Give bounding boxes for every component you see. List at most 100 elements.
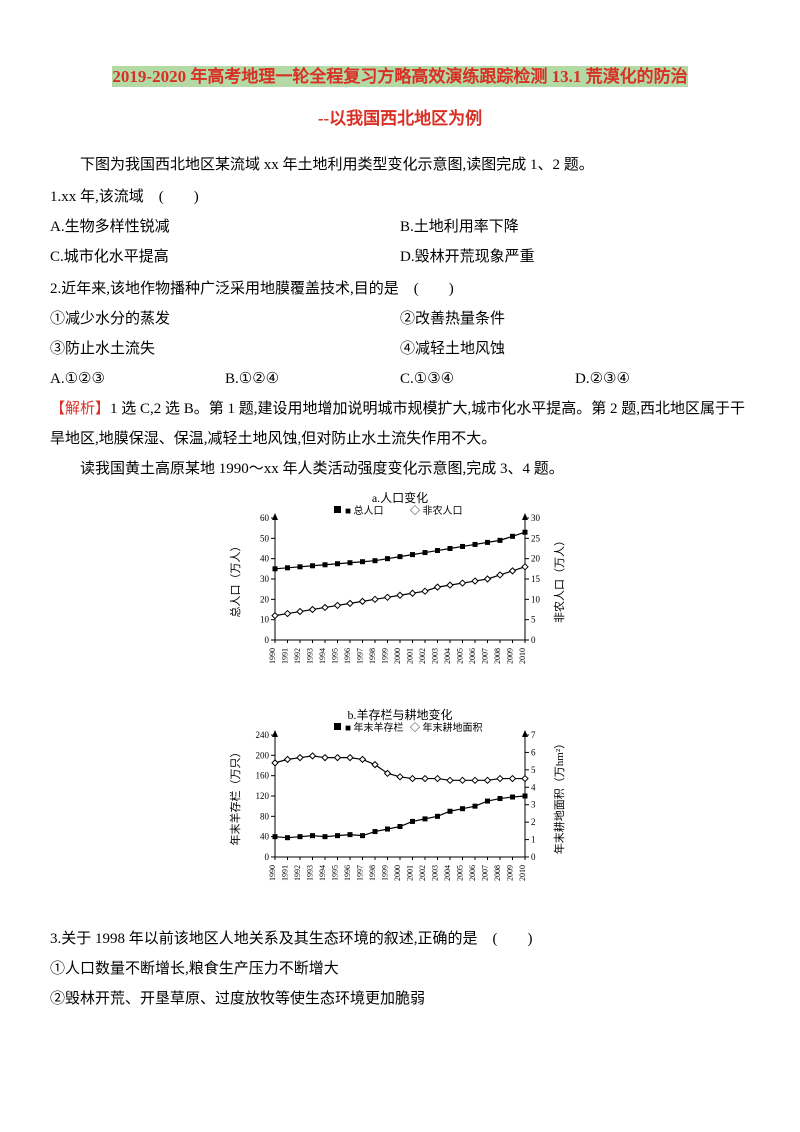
svg-text:2006: 2006 — [468, 648, 477, 664]
svg-text:1999: 1999 — [381, 865, 390, 881]
q2-subopt-4: ④减轻土地风蚀 — [400, 334, 750, 364]
svg-text:1993: 1993 — [306, 865, 315, 881]
svg-text:2000: 2000 — [393, 865, 402, 881]
svg-text:60: 60 — [260, 513, 270, 523]
svg-text:■ 总人口: ■ 总人口 — [345, 504, 384, 517]
svg-text:2010: 2010 — [518, 648, 527, 664]
svg-text:1994: 1994 — [318, 865, 327, 881]
svg-text:1997: 1997 — [356, 648, 365, 664]
svg-text:1998: 1998 — [368, 865, 377, 881]
svg-text:2009: 2009 — [506, 865, 515, 881]
svg-text:25: 25 — [531, 533, 541, 543]
svg-text:10: 10 — [531, 594, 541, 604]
svg-text:20: 20 — [531, 554, 541, 564]
chart-a-population: a.人口变化■ 总人口 ◇ 非农人口 0 10 20 30 40 50 60 0 5 10 15 20 25… — [225, 490, 575, 690]
svg-text:240: 240 — [256, 730, 270, 740]
q1-option-c: C.城市化水平提高 — [50, 242, 400, 272]
q1-option-b: B.土地利用率下降 — [400, 212, 750, 242]
svg-text:6: 6 — [531, 747, 536, 757]
svg-text:4: 4 — [531, 782, 536, 792]
svg-text:1: 1 — [531, 835, 536, 845]
svg-text:1991: 1991 — [281, 865, 290, 881]
svg-text:2007: 2007 — [481, 648, 490, 664]
svg-text:30: 30 — [260, 574, 270, 584]
svg-text:15: 15 — [531, 574, 541, 584]
svg-text:20: 20 — [260, 594, 270, 604]
svg-text:7: 7 — [531, 730, 536, 740]
svg-text:50: 50 — [260, 533, 270, 543]
svg-text:120: 120 — [256, 791, 270, 801]
svg-text:0: 0 — [265, 635, 270, 645]
question-2-stem: 2.近年来,该地作物播种广泛采用地膜覆盖技术,目的是 ( ) — [50, 274, 750, 304]
chart-b-sheep-land: b.羊存栏与耕地变化■ 年末羊存栏◇ 年末耕地面积040801201602002… — [225, 707, 575, 907]
analysis-1-text: 1 选 C,2 选 B。第 1 题,建设用地增加说明城市规模扩大,城市化水平提高… — [50, 401, 745, 447]
svg-text:10: 10 — [260, 615, 270, 625]
question-2-options: A.①②③ B.①②④ C.①③④ D.②③④ — [50, 364, 750, 394]
svg-text:2008: 2008 — [493, 648, 502, 664]
q2-option-c: C.①③④ — [400, 364, 575, 394]
svg-text:2005: 2005 — [456, 865, 465, 881]
svg-text:0: 0 — [531, 852, 536, 862]
svg-text:2: 2 — [531, 817, 536, 827]
svg-text:1990: 1990 — [268, 648, 277, 664]
question-1-options-row2: C.城市化水平提高 D.毁林开荒现象严重 — [50, 242, 750, 272]
svg-text:b.羊存栏与耕地变化: b.羊存栏与耕地变化 — [347, 707, 452, 722]
q3-subopt-1: ①人口数量不断增长,粮食生产压力不断增大 — [50, 954, 750, 984]
svg-text:1994: 1994 — [318, 648, 327, 664]
intro-text-1: 下图为我国西北地区某流域 xx 年土地利用类型变化示意图,读图完成 1、2 题。 — [50, 150, 750, 180]
svg-text:■ 年末羊存栏: ■ 年末羊存栏 — [345, 721, 404, 734]
chart-a-container: a.人口变化■ 总人口 ◇ 非农人口 0 10 20 30 40 50 60 0 5 10 15 20 25… — [50, 490, 750, 701]
svg-text:5: 5 — [531, 615, 536, 625]
svg-text:2007: 2007 — [481, 865, 490, 881]
analysis-1: 【解析】1 选 C,2 选 B。第 1 题,建设用地增加说明城市规模扩大,城市化… — [50, 394, 750, 454]
question-1-stem: 1.xx 年,该流域 ( ) — [50, 182, 750, 212]
svg-text:1998: 1998 — [368, 648, 377, 664]
svg-text:1997: 1997 — [356, 865, 365, 881]
svg-text:1995: 1995 — [331, 865, 340, 881]
q2-option-b: B.①②④ — [225, 364, 400, 394]
svg-text:年末羊存栏（万只）: 年末羊存栏（万只） — [228, 747, 242, 846]
q1-option-d: D.毁林开荒现象严重 — [400, 242, 750, 272]
svg-text:◇ 非农人口: ◇ 非农人口 — [410, 504, 463, 517]
doc-title-line1: 2019-2020 年高考地理一轮全程复习方略高效演练跟踪检测 13.1 荒漠化… — [50, 60, 750, 94]
question-2-subopts-row2: ③防止水土流失 ④减轻土地风蚀 — [50, 334, 750, 364]
svg-text:2002: 2002 — [418, 865, 427, 881]
svg-text:年末耕地面积（万hm²）: 年末耕地面积（万hm²） — [552, 738, 566, 854]
q2-subopt-2: ②改善热量条件 — [400, 304, 750, 334]
svg-text:2000: 2000 — [393, 648, 402, 664]
svg-text:2008: 2008 — [493, 865, 502, 881]
question-1-options-row1: A.生物多样性锐减 B.土地利用率下降 — [50, 212, 750, 242]
svg-text:1992: 1992 — [293, 648, 302, 664]
svg-text:40: 40 — [260, 554, 270, 564]
svg-text:1996: 1996 — [343, 648, 352, 664]
svg-text:0: 0 — [265, 852, 270, 862]
doc-title-line2: --以我国西北地区为例 — [50, 102, 750, 136]
q2-subopt-1: ①减少水分的蒸发 — [50, 304, 400, 334]
svg-text:40: 40 — [260, 832, 270, 842]
svg-text:2003: 2003 — [431, 648, 440, 664]
chart-b-container: b.羊存栏与耕地变化■ 年末羊存栏◇ 年末耕地面积040801201602002… — [50, 707, 750, 918]
svg-text:2005: 2005 — [456, 648, 465, 664]
svg-text:1990: 1990 — [268, 865, 277, 881]
svg-text:2009: 2009 — [506, 648, 515, 664]
svg-text:a.人口变化: a.人口变化 — [372, 490, 428, 505]
svg-text:3: 3 — [531, 800, 536, 810]
svg-text:2001: 2001 — [406, 648, 415, 664]
svg-text:2002: 2002 — [418, 648, 427, 664]
q2-option-a: A.①②③ — [50, 364, 225, 394]
svg-text:160: 160 — [256, 771, 270, 781]
analysis-label: 【解析】 — [50, 401, 110, 417]
svg-text:1995: 1995 — [331, 648, 340, 664]
q1-option-a: A.生物多样性锐减 — [50, 212, 400, 242]
svg-text:2001: 2001 — [406, 865, 415, 881]
svg-text:0: 0 — [531, 635, 536, 645]
svg-text:2010: 2010 — [518, 865, 527, 881]
svg-text:200: 200 — [256, 750, 270, 760]
q2-option-d: D.②③④ — [575, 364, 750, 394]
q3-subopt-2: ②毁林开荒、开垦草原、过度放牧等使生态环境更加脆弱 — [50, 984, 750, 1014]
svg-text:总人口（万人）: 总人口（万人） — [228, 541, 242, 618]
intro-text-2: 读我国黄土高原某地 1990～xx 年人类活动强度变化示意图,完成 3、4 题。 — [50, 454, 750, 484]
svg-text:5: 5 — [531, 765, 536, 775]
svg-text:80: 80 — [260, 811, 270, 821]
svg-text:1999: 1999 — [381, 648, 390, 664]
